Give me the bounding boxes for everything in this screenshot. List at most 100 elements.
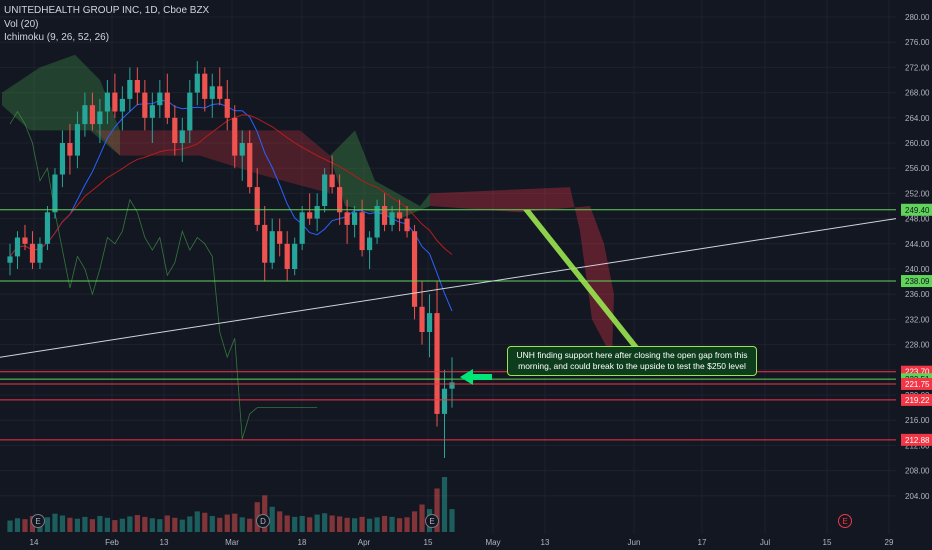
cloud-band <box>95 130 330 194</box>
volume-bar <box>59 515 66 532</box>
price-label-tag <box>901 377 932 390</box>
volume-bar <box>22 519 28 532</box>
candle-body <box>314 206 320 219</box>
price-tick-label: 272.00 <box>905 63 930 72</box>
volume-bar <box>52 513 58 532</box>
ichimoku-cloud <box>2 54 614 358</box>
time-tick-label: Apr <box>358 538 371 547</box>
volume-bar <box>314 514 320 532</box>
candle-body <box>366 237 373 251</box>
price-tick-label: 232.00 <box>905 315 930 324</box>
cloud-band <box>2 54 120 156</box>
candle-body <box>381 206 388 225</box>
candle-body <box>97 111 103 125</box>
volume-bar <box>329 515 335 532</box>
volume-bar <box>374 517 380 532</box>
kijun-line <box>9 114 453 257</box>
price-tick-label: 276.00 <box>905 38 930 47</box>
candle-body <box>44 212 51 244</box>
ichimoku-indicator-label[interactable]: Ichimoku (9, 26, 52, 26) <box>4 32 110 43</box>
volume-bar <box>404 517 410 532</box>
earnings-marker-label: D <box>260 517 266 526</box>
candle-body <box>247 143 253 188</box>
volume-bar <box>359 516 365 532</box>
trend-line <box>0 218 897 358</box>
candle-body <box>374 206 380 238</box>
grid <box>0 0 896 534</box>
candle-body <box>82 105 88 125</box>
candle-body <box>217 86 223 99</box>
volume-bar <box>299 515 305 532</box>
volume-bar <box>217 517 223 532</box>
volume-bar <box>434 488 440 532</box>
earnings-marker-label: E <box>429 517 434 526</box>
drawings <box>0 209 897 385</box>
candle-body <box>202 73 208 99</box>
price-axis[interactable]: 280.00 276.00 272.00 268.00 264.00 260.00 256.… <box>901 13 932 501</box>
price-tick-label: 264.00 <box>905 114 930 123</box>
candle-body <box>104 92 110 112</box>
candles <box>7 61 455 458</box>
volume-bar <box>277 511 283 532</box>
candle-body <box>254 187 260 225</box>
candle-body <box>119 98 125 112</box>
time-tick-label: Jun <box>628 538 641 547</box>
volume-bar <box>209 515 215 532</box>
candle-body <box>127 80 133 99</box>
candle-body <box>322 174 328 206</box>
time-tick-label: 29 <box>885 538 894 547</box>
price-label-text: 238.09 <box>905 277 930 286</box>
candle-body <box>149 105 155 118</box>
time-tick-label: 14 <box>30 538 39 547</box>
time-axis[interactable]: 14 Feb 13 Mar 18 Apr 15 May 13 Jun 17 Jul 15 29 <box>30 538 894 547</box>
vol-indicator-label[interactable]: Vol (20) <box>4 18 39 30</box>
candle-body <box>59 143 66 175</box>
earnings-marker <box>425 514 439 528</box>
price-tick-label: 244.00 <box>905 240 930 249</box>
cloud-band <box>330 130 430 219</box>
volume-bar <box>419 504 425 532</box>
candle-body <box>179 130 185 143</box>
volume-bar <box>127 516 133 532</box>
volume-bar <box>441 477 448 532</box>
time-tick-label: 18 <box>298 538 307 547</box>
candle-body <box>67 143 73 156</box>
earnings-marker <box>256 514 270 528</box>
volume-bar <box>292 516 298 532</box>
candle-body <box>426 313 433 332</box>
price-tick-label: 260.00 <box>905 139 930 148</box>
price-tick-label: 204.00 <box>905 492 930 501</box>
price-tick-label: 208.00 <box>905 467 930 476</box>
volume-bar <box>44 517 51 532</box>
price-tick-label: 240.00 <box>905 265 930 274</box>
volume-bar <box>74 518 81 532</box>
volume-bar <box>344 517 350 532</box>
earnings-marker-label: E <box>842 517 847 526</box>
candle-body <box>172 117 178 143</box>
time-tick-label: Jul <box>760 538 770 547</box>
candle-body <box>112 92 118 112</box>
chikou-line <box>9 110 318 440</box>
candle-body <box>37 243 43 263</box>
symbol-title[interactable]: UNITEDHEALTH GROUP INC, 1D, Cboe BZX <box>4 5 210 16</box>
price-label-text: 219.22 <box>905 396 930 405</box>
candle-body <box>277 231 283 244</box>
volume-bar <box>389 516 395 532</box>
price-label-text: 221.75 <box>905 380 930 389</box>
volume-bar <box>149 518 155 532</box>
volume-bar <box>14 518 21 532</box>
candle-body <box>142 92 148 118</box>
volume-bar <box>119 518 125 532</box>
candle-body <box>14 237 21 257</box>
price-label-text: 212.88 <box>905 436 930 445</box>
candle-body <box>29 243 36 263</box>
volume-bar <box>97 515 103 532</box>
volume-bar <box>142 516 148 532</box>
candle-body <box>307 212 313 219</box>
volume-bar <box>269 506 275 532</box>
annotation-note[interactable]: UNH finding support here after closing t… <box>507 346 757 376</box>
volume-bar <box>194 511 200 532</box>
